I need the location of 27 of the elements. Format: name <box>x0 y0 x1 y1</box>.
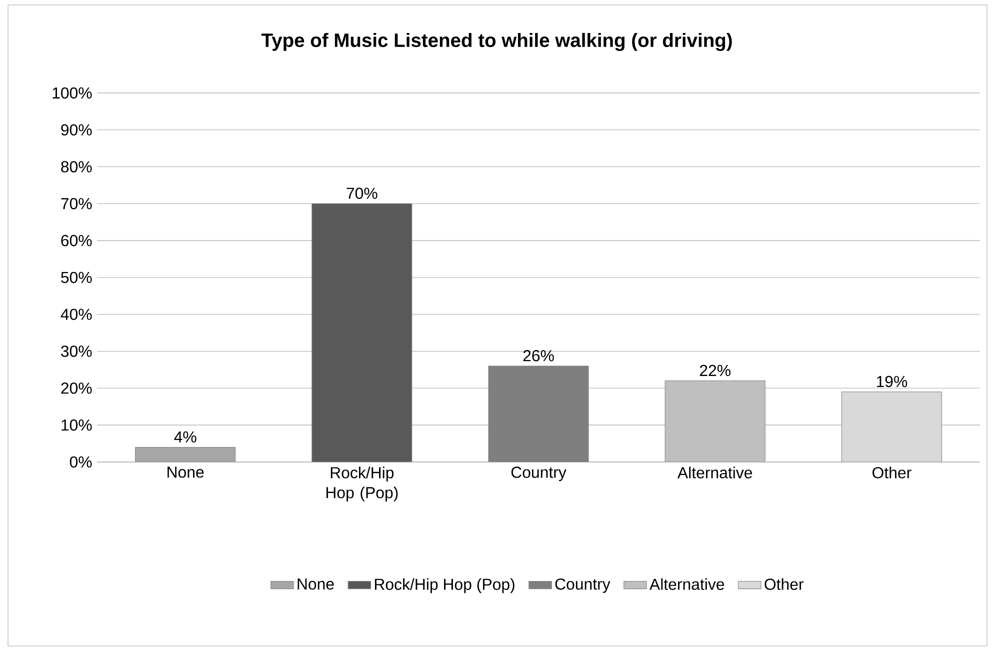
data-label: 26% <box>523 350 554 362</box>
data-label: 4% <box>174 431 196 443</box>
x-tick-label: Rock/Hip Hop (Pop) <box>326 466 398 502</box>
y-tick-label: 70% <box>61 198 92 210</box>
legend-label: Rock/Hip Hop (Pop) <box>374 578 514 594</box>
y-tick-label: 50% <box>61 272 92 284</box>
x-tick-label: None <box>168 466 204 478</box>
y-tick-label: 60% <box>61 234 92 246</box>
y-tick-label: 100% <box>52 87 92 99</box>
x-tick-label: Alternative <box>677 466 752 478</box>
legend-label: Other <box>764 578 804 590</box>
x-tick-label: Country <box>511 466 566 482</box>
y-tick-label: 90% <box>61 124 92 136</box>
data-label: 70% <box>346 188 378 199</box>
y-tick-label: 10% <box>62 419 92 431</box>
data-label: 22% <box>700 364 730 376</box>
x-tick-label: Other <box>872 466 912 478</box>
legend-label: None <box>298 578 334 590</box>
y-tick-label: 0% <box>70 456 92 468</box>
legend-label: Alternative <box>650 578 724 590</box>
legend-label: Country <box>555 578 610 593</box>
y-tick-label: 80% <box>61 161 92 172</box>
y-tick-label: 20% <box>61 382 92 394</box>
chart-title: Type of Music Listened to while walking (or driving) <box>261 32 732 52</box>
data-label: 19% <box>876 376 908 388</box>
y-tick-label: 40% <box>60 308 92 320</box>
y-tick-label: 30% <box>61 346 92 357</box>
